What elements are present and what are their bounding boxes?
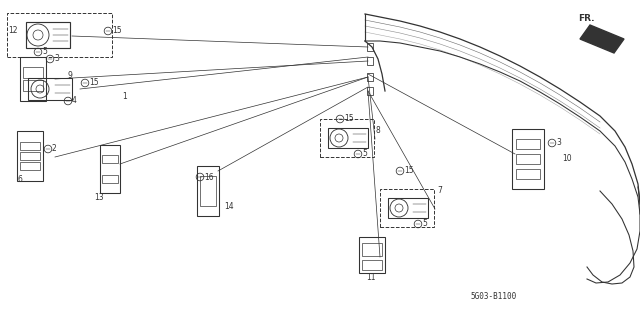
Bar <box>102 175 118 183</box>
Bar <box>362 260 382 270</box>
Text: 11: 11 <box>366 272 376 281</box>
Bar <box>17 131 43 181</box>
Bar <box>516 169 540 180</box>
Text: 15: 15 <box>89 78 99 87</box>
Bar <box>20 152 40 160</box>
Bar <box>20 57 46 101</box>
Text: 2: 2 <box>52 145 57 153</box>
Text: 5: 5 <box>422 219 427 228</box>
Bar <box>197 166 219 216</box>
Bar <box>367 43 373 51</box>
Text: FR.: FR. <box>578 14 595 23</box>
Text: 15: 15 <box>112 26 122 35</box>
Text: 6: 6 <box>17 174 22 183</box>
Bar <box>516 139 540 150</box>
Bar <box>100 145 120 193</box>
Bar <box>23 80 43 92</box>
Polygon shape <box>580 25 624 53</box>
Bar <box>20 162 40 170</box>
Bar <box>367 57 373 65</box>
Text: 16: 16 <box>204 173 214 182</box>
Text: 8: 8 <box>376 127 381 136</box>
Text: 13: 13 <box>94 192 104 202</box>
Bar <box>516 154 540 165</box>
Text: 3: 3 <box>54 55 59 63</box>
Bar <box>359 237 385 273</box>
Bar <box>388 198 428 218</box>
Text: 5: 5 <box>362 150 367 159</box>
Text: 7: 7 <box>437 187 442 196</box>
Text: 4: 4 <box>72 97 77 106</box>
Bar <box>20 142 40 150</box>
Bar <box>367 73 373 81</box>
Bar <box>23 66 43 78</box>
Text: 10: 10 <box>562 154 572 164</box>
Bar <box>320 119 374 157</box>
Bar <box>28 78 72 100</box>
Text: 5: 5 <box>42 48 47 56</box>
Bar <box>380 189 434 227</box>
Bar <box>7 13 112 57</box>
Bar <box>367 87 373 95</box>
Text: 9: 9 <box>68 71 73 80</box>
Text: 12: 12 <box>8 26 17 35</box>
Text: 1: 1 <box>122 93 127 101</box>
Bar <box>328 128 368 148</box>
Bar <box>512 129 544 189</box>
Text: 15: 15 <box>344 115 354 123</box>
Bar <box>200 176 216 206</box>
Bar <box>26 22 70 48</box>
Bar <box>102 155 118 163</box>
Text: 3: 3 <box>556 138 561 147</box>
Text: 14: 14 <box>224 203 234 211</box>
Bar <box>362 243 382 256</box>
Text: 5G03-B1100: 5G03-B1100 <box>470 292 516 301</box>
Text: 15: 15 <box>404 167 413 175</box>
